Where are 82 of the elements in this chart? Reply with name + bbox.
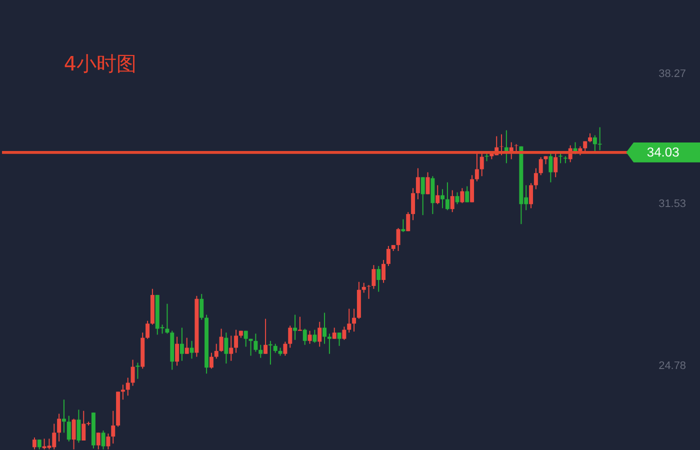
candlestick bbox=[426, 172, 430, 195]
candlestick bbox=[200, 293, 204, 320]
candlestick bbox=[293, 314, 298, 340]
candlestick bbox=[538, 156, 543, 176]
candlestick bbox=[362, 282, 366, 294]
candlestick bbox=[184, 337, 189, 354]
candlestick bbox=[554, 152, 558, 178]
candlestick bbox=[234, 329, 238, 354]
candlestick bbox=[337, 332, 342, 346]
candlestick bbox=[460, 188, 464, 204]
candlestick bbox=[106, 433, 110, 450]
candlestick bbox=[244, 330, 248, 348]
candlestick bbox=[298, 316, 302, 332]
candlestick bbox=[214, 343, 218, 360]
candlestick bbox=[146, 320, 150, 340]
candlestick bbox=[283, 341, 288, 356]
candlestick bbox=[474, 152, 479, 182]
candlestick bbox=[62, 399, 66, 434]
candlestick bbox=[268, 340, 272, 366]
candlestick bbox=[401, 218, 406, 233]
candlestick bbox=[136, 362, 140, 380]
candlestick bbox=[229, 335, 234, 362]
candlestick bbox=[312, 329, 317, 344]
candlestick bbox=[455, 192, 460, 205]
candlestick bbox=[386, 245, 390, 267]
candlestick bbox=[548, 152, 553, 183]
candlestick bbox=[254, 333, 258, 352]
candlestick bbox=[264, 318, 268, 354]
candlestick bbox=[529, 182, 534, 209]
candlestick bbox=[57, 413, 62, 442]
candlestick bbox=[101, 430, 106, 450]
candlestick bbox=[376, 266, 381, 292]
candlestick bbox=[470, 174, 474, 203]
y-tick-label: 24.78 bbox=[658, 360, 686, 372]
candlestick bbox=[382, 259, 386, 284]
candlestick bbox=[366, 284, 371, 300]
candlestick bbox=[592, 134, 597, 152]
candlestick bbox=[342, 326, 346, 340]
candlestick bbox=[224, 332, 228, 364]
candlestick bbox=[248, 338, 253, 356]
candlestick bbox=[130, 359, 135, 386]
candlestick bbox=[420, 176, 425, 216]
candlestick bbox=[327, 333, 332, 354]
candlestick bbox=[372, 264, 376, 290]
candlestick bbox=[76, 409, 81, 444]
candlestick bbox=[126, 377, 130, 396]
candlestick bbox=[165, 303, 170, 334]
candlestick bbox=[445, 182, 450, 211]
candlestick bbox=[436, 184, 440, 205]
candlestick bbox=[322, 312, 327, 344]
candlestick bbox=[302, 328, 307, 346]
candlestick bbox=[416, 168, 420, 200]
candlestick bbox=[120, 384, 125, 400]
candlestick bbox=[450, 190, 454, 213]
candlestick bbox=[175, 336, 180, 366]
candlestick bbox=[219, 328, 224, 352]
candlestick bbox=[72, 418, 76, 450]
candlestick bbox=[288, 325, 292, 348]
ref-line-label: 34.03 bbox=[646, 144, 680, 160]
candlestick bbox=[396, 228, 400, 252]
y-tick-label: 31.53 bbox=[658, 198, 686, 210]
candlestick bbox=[180, 327, 184, 362]
candlestick bbox=[411, 188, 416, 221]
candlestick bbox=[534, 168, 538, 190]
candlestick bbox=[32, 436, 36, 450]
candlestick bbox=[318, 321, 322, 348]
candlestick bbox=[258, 344, 263, 358]
candlestick bbox=[96, 432, 100, 450]
candlestick bbox=[66, 415, 71, 442]
candlestick bbox=[465, 186, 470, 203]
y-tick-label: 38.27 bbox=[658, 68, 686, 80]
candlestick bbox=[347, 308, 352, 334]
candlestick bbox=[332, 327, 336, 340]
candlestick bbox=[308, 330, 312, 344]
candlestick bbox=[209, 352, 214, 370]
candlestick bbox=[190, 340, 194, 360]
candlestick bbox=[111, 410, 116, 444]
candlestick bbox=[406, 212, 410, 232]
text: 4小时图 bbox=[64, 51, 137, 76]
candlestick bbox=[37, 439, 42, 450]
candlestick bbox=[440, 188, 445, 209]
candlestick bbox=[352, 308, 356, 332]
